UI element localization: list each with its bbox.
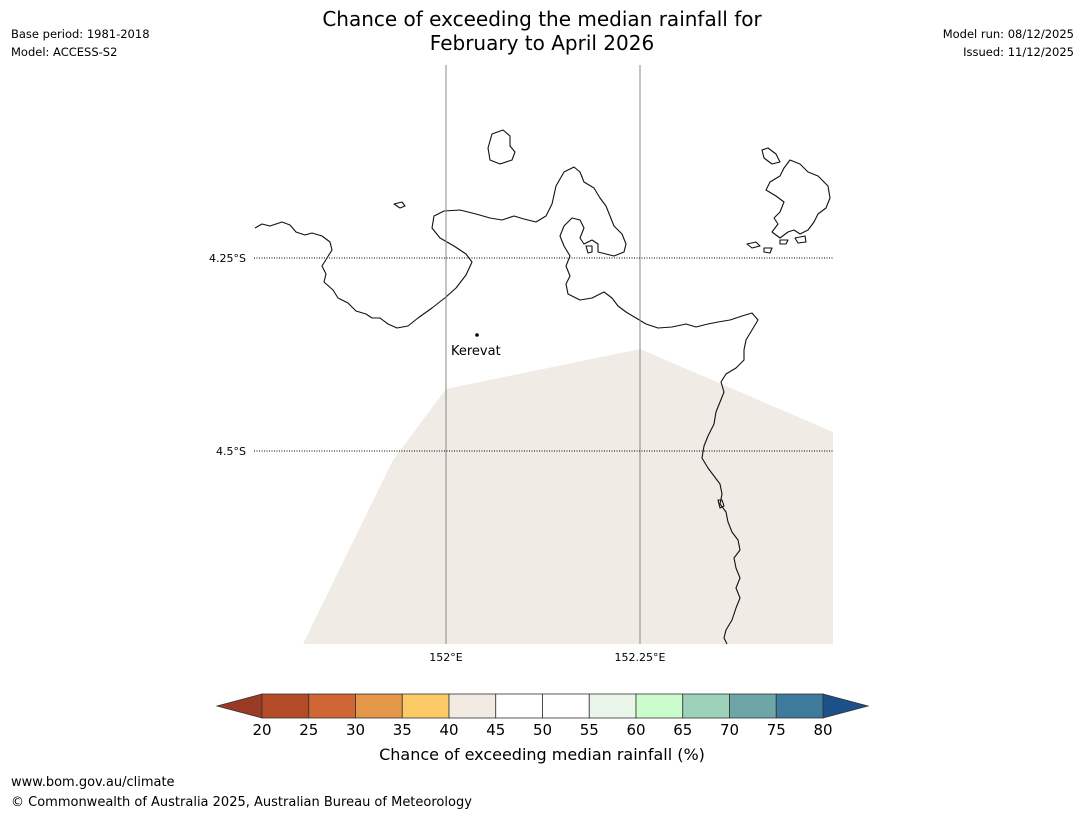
colorbar-tick-label: 65 (673, 721, 692, 739)
colorbar-swatch (588, 693, 637, 719)
colorbar-swatch (355, 693, 403, 719)
colorbar-tick-label: 45 (486, 721, 505, 739)
model-run: Model run: 08/12/2025 (942, 27, 1074, 41)
colorbar-tick-label: 25 (299, 721, 318, 739)
model-name: Model: ACCESS-S2 (11, 45, 118, 59)
colorbar-tick-label: 80 (813, 721, 832, 739)
base-period: Base period: 1981-2018 (11, 27, 150, 41)
forecast-region (303, 349, 833, 644)
issued-date: Issued: 11/12/2025 (963, 45, 1074, 59)
place-marker (475, 333, 479, 337)
colorbar-tick-label: 40 (439, 721, 458, 739)
colorbar-extend-under (215, 693, 263, 719)
coastline (254, 129, 831, 645)
lat-label-4-5: 4.5°S (216, 445, 246, 458)
colorbar-swatch (729, 693, 777, 719)
colorbar-tick-label: 30 (346, 721, 365, 739)
colorbar-tick-label: 35 (393, 721, 412, 739)
lon-label-152: 152°E (429, 651, 462, 664)
footer-url[interactable]: www.bom.gov.au/climate (11, 775, 175, 790)
colorbar-swatch (401, 693, 450, 719)
title-line-2: February to April 2026 (429, 31, 655, 55)
place-label: Kerevat (451, 344, 501, 359)
colorbar-tick-label: 60 (626, 721, 645, 739)
map-title: Chance of exceeding the median rainfall … (242, 7, 842, 55)
colorbar-extend-over (822, 693, 870, 719)
colorbar: 20 25 30 35 40 45 50 55 60 65 70 75 80 (215, 693, 870, 739)
meta-left: Base period: 1981-2018 Model: ACCESS-S2 (11, 25, 150, 61)
colorbar-tick-label: 70 (720, 721, 739, 739)
title-line-1: Chance of exceeding the median rainfall … (322, 7, 762, 31)
colorbar-swatch (682, 693, 730, 719)
colorbar-tick-label: 20 (252, 721, 271, 739)
colorbar-swatch (635, 693, 684, 719)
colorbar-swatch (542, 693, 590, 719)
meta-right: Model run: 08/12/2025 Issued: 11/12/2025 (943, 25, 1074, 61)
footer-copyright: © Commonwealth of Australia 2025, Austra… (11, 795, 472, 810)
lat-label-4-25: 4.25°S (209, 252, 246, 265)
colorbar-label: Chance of exceeding median rainfall (%) (379, 745, 705, 764)
colorbar-tick-label: 55 (580, 721, 599, 739)
graticule (254, 65, 833, 644)
colorbar-swatch (308, 693, 356, 719)
colorbar-tick-label: 50 (533, 721, 552, 739)
colorbar-swatch (775, 693, 824, 719)
colorbar-swatch (495, 693, 543, 719)
lon-label-152-25: 152.25°E (615, 651, 666, 664)
colorbar-tick-label: 75 (767, 721, 786, 739)
colorbar-swatch (448, 693, 497, 719)
colorbar-swatch (261, 693, 310, 719)
